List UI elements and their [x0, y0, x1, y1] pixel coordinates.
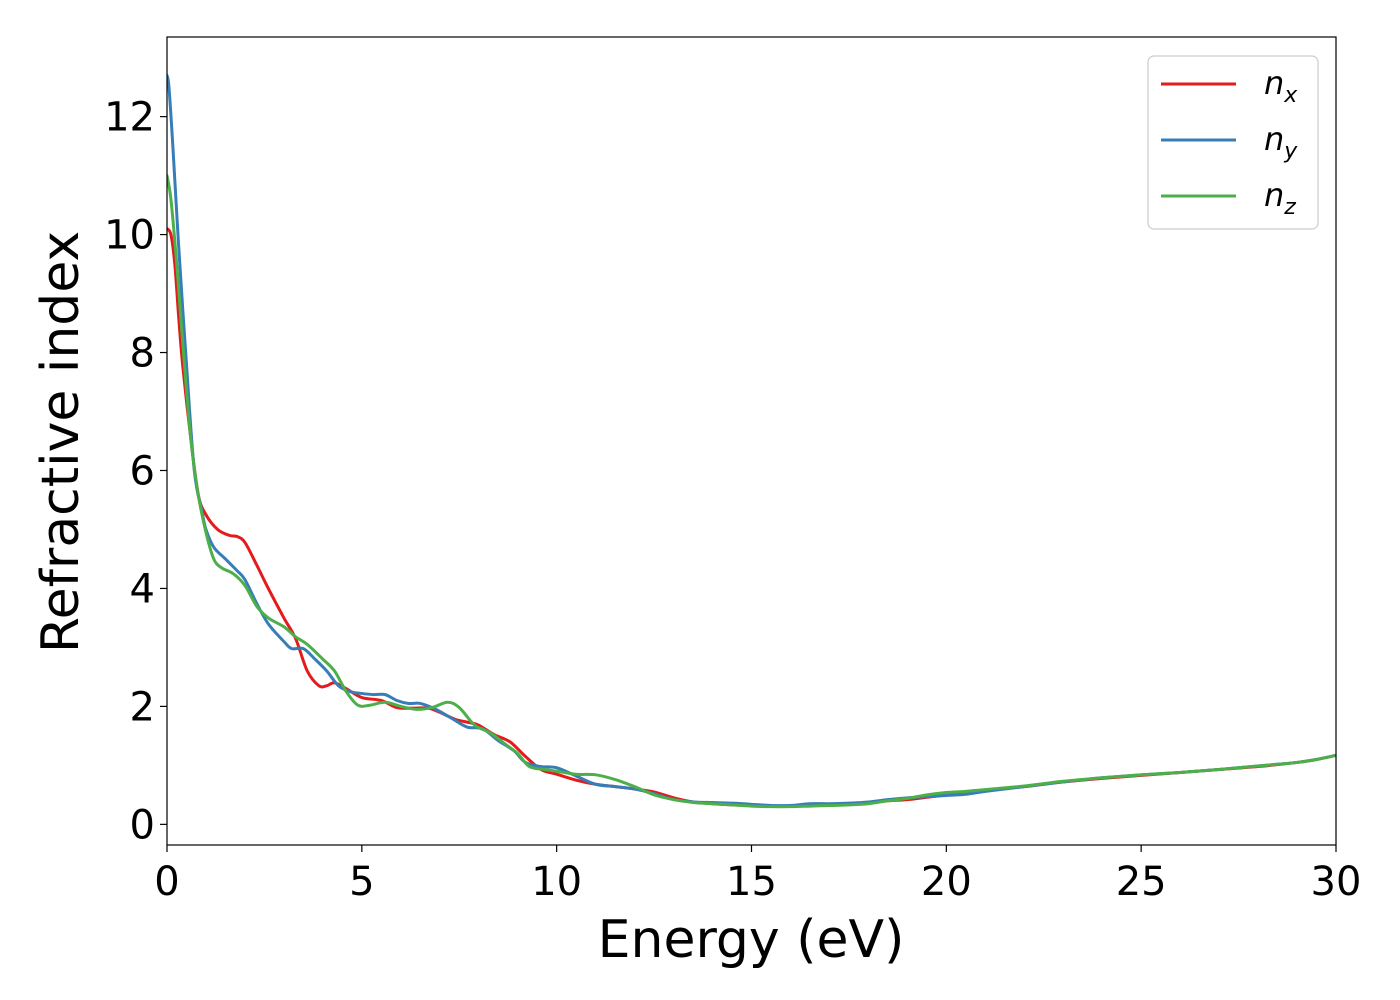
series-line-z [167, 174, 1336, 809]
y-axis-title: Refractive index [31, 231, 91, 653]
y-tick-label: 12 [104, 95, 155, 141]
y-tick-label: 2 [130, 684, 155, 730]
y-tick-label: 6 [130, 448, 155, 494]
legend-label-z: nz [1264, 176, 1296, 220]
axis-ticks: 0 5 10 15 20 25 30 0 2 4 6 8 10 12 [104, 95, 1361, 905]
x-tick-label: 20 [921, 859, 972, 905]
x-tick-label: 30 [1311, 859, 1362, 905]
x-tick-label: 0 [154, 859, 179, 905]
x-axis-title: Energy (eV) [598, 910, 905, 970]
x-tick-label: 15 [726, 859, 777, 905]
x-tick-label: 25 [1116, 859, 1167, 905]
y-tick-label: 4 [130, 566, 155, 612]
series-lines [167, 73, 1336, 809]
x-tick-label: 5 [349, 859, 374, 905]
y-tick-label: 8 [130, 331, 155, 377]
plot-area [166, 36, 1337, 846]
legend: nx ny nz [1147, 55, 1319, 230]
y-tick-label: 0 [130, 802, 155, 848]
legend-label-x: nx [1264, 64, 1298, 108]
legend-box [1147, 55, 1319, 230]
legend-label-y: ny [1264, 120, 1298, 164]
x-tick-label: 10 [531, 859, 582, 905]
y-tick-label: 10 [104, 213, 155, 259]
